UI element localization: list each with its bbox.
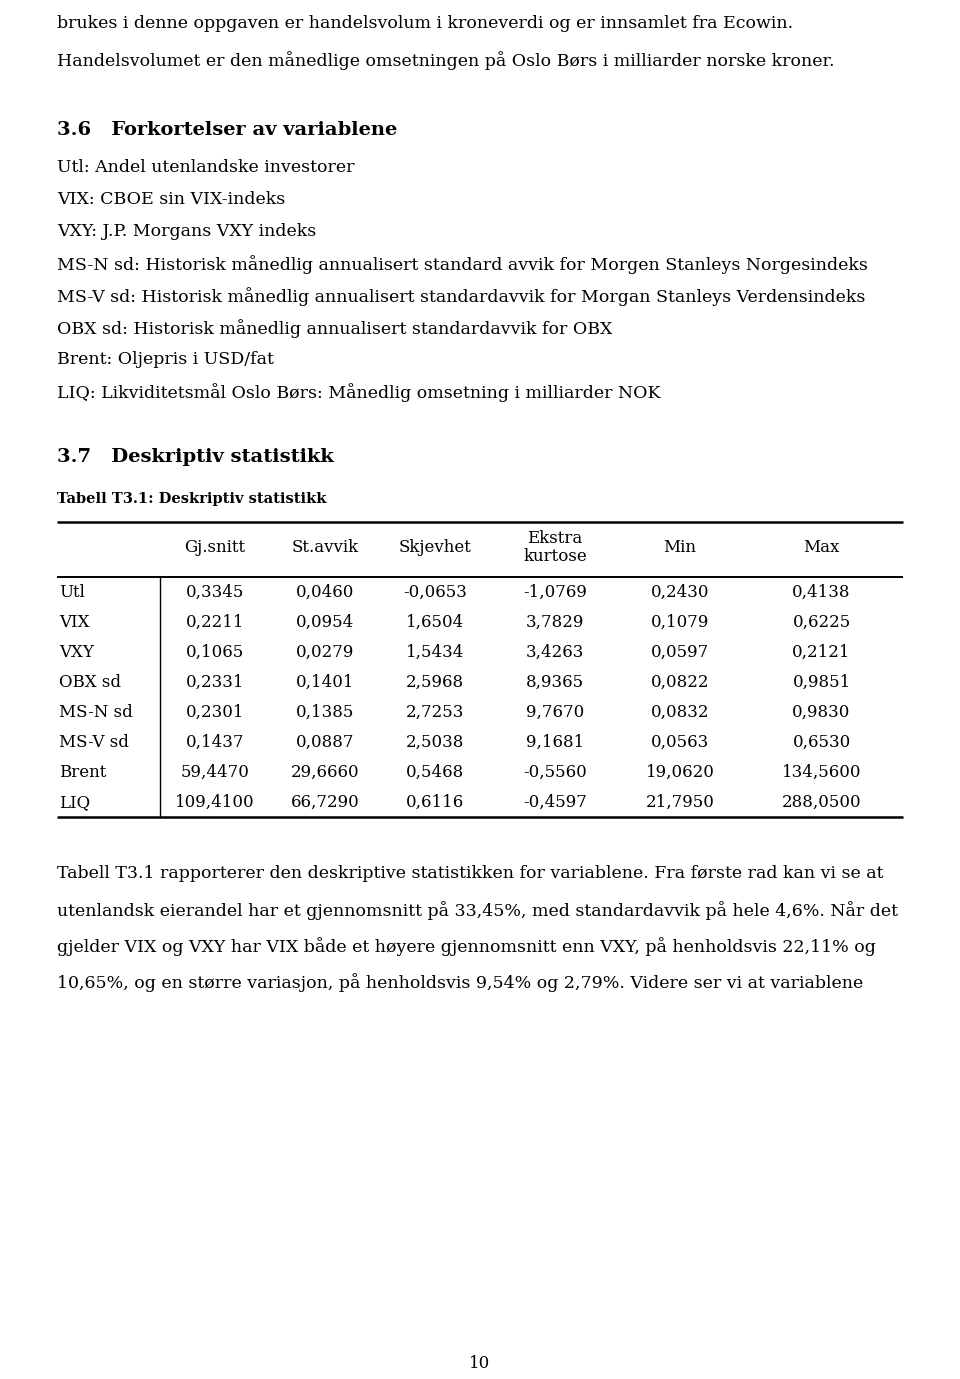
Text: MS-V sd: Historisk månedlig annualisert standardavvik for Morgan Stanleys Verden: MS-V sd: Historisk månedlig annualisert … <box>57 287 865 306</box>
Text: 0,3345: 0,3345 <box>186 583 244 601</box>
Text: 109,4100: 109,4100 <box>175 794 254 811</box>
Text: 0,2430: 0,2430 <box>651 583 709 601</box>
Text: Tabell T3.1 rapporterer den deskriptive statistikken for variablene. Fra første : Tabell T3.1 rapporterer den deskriptive … <box>57 865 883 883</box>
Text: Skjevhet: Skjevhet <box>398 539 471 556</box>
Text: 0,0597: 0,0597 <box>651 644 709 661</box>
Text: 0,0822: 0,0822 <box>651 674 709 691</box>
Text: MS-N sd: MS-N sd <box>59 705 132 721</box>
Text: LIQ: Likviditetsmål Oslo Børs: Månedlig omsetning i milliarder NOK: LIQ: Likviditetsmål Oslo Børs: Månedlig … <box>57 383 660 401</box>
Text: 29,6660: 29,6660 <box>291 764 359 781</box>
Text: Min: Min <box>663 539 697 556</box>
Text: 0,0832: 0,0832 <box>651 705 709 721</box>
Text: -1,0769: -1,0769 <box>523 583 587 601</box>
Text: VIX: VIX <box>59 614 89 632</box>
Text: Utl: Andel utenlandske investorer: Utl: Andel utenlandske investorer <box>57 159 354 177</box>
Text: Brent: Brent <box>59 764 107 781</box>
Text: 9,1681: 9,1681 <box>526 734 584 752</box>
Text: 10,65%, og en større variasjon, på henholdsvis 9,54% og 2,79%. Videre ser vi at : 10,65%, og en større variasjon, på henho… <box>57 974 863 992</box>
Text: 2,5038: 2,5038 <box>406 734 465 752</box>
Text: 21,7950: 21,7950 <box>645 794 714 811</box>
Text: 0,9851: 0,9851 <box>792 674 851 691</box>
Text: LIQ: LIQ <box>59 794 90 811</box>
Text: 66,7290: 66,7290 <box>291 794 359 811</box>
Text: 59,4470: 59,4470 <box>180 764 250 781</box>
Text: 3.7   Deskriptiv statistikk: 3.7 Deskriptiv statistikk <box>57 448 334 466</box>
Text: Ekstra: Ekstra <box>527 530 583 547</box>
Text: 134,5600: 134,5600 <box>781 764 861 781</box>
Text: 0,9830: 0,9830 <box>792 705 851 721</box>
Text: brukes i denne oppgaven er handelsvolum i kroneverdi og er innsamlet fra Ecowin.: brukes i denne oppgaven er handelsvolum … <box>57 15 793 32</box>
Text: 8,9365: 8,9365 <box>526 674 584 691</box>
Text: 0,0460: 0,0460 <box>296 583 354 601</box>
Text: 0,0954: 0,0954 <box>296 614 354 632</box>
Text: 0,2331: 0,2331 <box>185 674 244 691</box>
Text: -0,5560: -0,5560 <box>523 764 587 781</box>
Text: 0,5468: 0,5468 <box>406 764 464 781</box>
Text: 9,7670: 9,7670 <box>526 705 584 721</box>
Text: kurtose: kurtose <box>523 547 587 565</box>
Text: -0,4597: -0,4597 <box>523 794 587 811</box>
Text: 0,2121: 0,2121 <box>792 644 851 661</box>
Text: VIX: CBOE sin VIX-indeks: VIX: CBOE sin VIX-indeks <box>57 192 285 208</box>
Text: 0,1385: 0,1385 <box>296 705 354 721</box>
Text: Tabell T3.1: Deskriptiv statistikk: Tabell T3.1: Deskriptiv statistikk <box>57 492 326 506</box>
Text: VXY: VXY <box>59 644 94 661</box>
Text: 0,6116: 0,6116 <box>406 794 464 811</box>
Text: Gj.snitt: Gj.snitt <box>184 539 246 556</box>
Text: 1,6504: 1,6504 <box>406 614 464 632</box>
Text: 3,4263: 3,4263 <box>526 644 585 661</box>
Text: 0,2211: 0,2211 <box>185 614 244 632</box>
Text: 10: 10 <box>469 1356 491 1372</box>
Text: Max: Max <box>804 539 840 556</box>
Text: 0,1065: 0,1065 <box>186 644 244 661</box>
Text: 0,1437: 0,1437 <box>185 734 244 752</box>
Text: MS-V sd: MS-V sd <box>59 734 129 752</box>
Text: 0,1079: 0,1079 <box>651 614 709 632</box>
Text: VXY: J.P. Morgans VXY indeks: VXY: J.P. Morgans VXY indeks <box>57 223 316 240</box>
Text: 0,2301: 0,2301 <box>185 705 244 721</box>
Text: 3.6   Forkortelser av variablene: 3.6 Forkortelser av variablene <box>57 121 397 139</box>
Text: 0,0279: 0,0279 <box>296 644 354 661</box>
Text: OBX sd: OBX sd <box>59 674 121 691</box>
Text: -0,0653: -0,0653 <box>403 583 467 601</box>
Text: St.avvik: St.avvik <box>292 539 359 556</box>
Text: Brent: Oljepris i USD/fat: Brent: Oljepris i USD/fat <box>57 352 274 368</box>
Text: 0,6530: 0,6530 <box>792 734 851 752</box>
Text: MS-N sd: Historisk månedlig annualisert standard avvik for Morgen Stanleys Norge: MS-N sd: Historisk månedlig annualisert … <box>57 255 868 274</box>
Text: 2,5968: 2,5968 <box>406 674 464 691</box>
Text: 0,6225: 0,6225 <box>792 614 851 632</box>
Text: gjelder VIX og VXY har VIX både et høyere gjennomsnitt enn VXY, på henholdsvis 2: gjelder VIX og VXY har VIX både et høyer… <box>57 936 876 956</box>
Text: 0,4138: 0,4138 <box>792 583 851 601</box>
Text: 0,0563: 0,0563 <box>651 734 709 752</box>
Text: 0,1401: 0,1401 <box>296 674 354 691</box>
Text: 3,7829: 3,7829 <box>526 614 585 632</box>
Text: 1,5434: 1,5434 <box>406 644 465 661</box>
Text: OBX sd: Historisk månedlig annualisert standardavvik for OBX: OBX sd: Historisk månedlig annualisert s… <box>57 319 612 338</box>
Text: utenlandsk eierandel har et gjennomsnitt på 33,45%, med standardavvik på hele 4,: utenlandsk eierandel har et gjennomsnitt… <box>57 900 898 920</box>
Text: 0,0887: 0,0887 <box>296 734 354 752</box>
Text: 19,0620: 19,0620 <box>645 764 714 781</box>
Text: 288,0500: 288,0500 <box>781 794 861 811</box>
Text: Utl: Utl <box>59 583 84 601</box>
Text: 2,7253: 2,7253 <box>406 705 465 721</box>
Text: Handelsvolumet er den månedlige omsetningen på Oslo Børs i milliarder norske kro: Handelsvolumet er den månedlige omsetnin… <box>57 51 834 70</box>
